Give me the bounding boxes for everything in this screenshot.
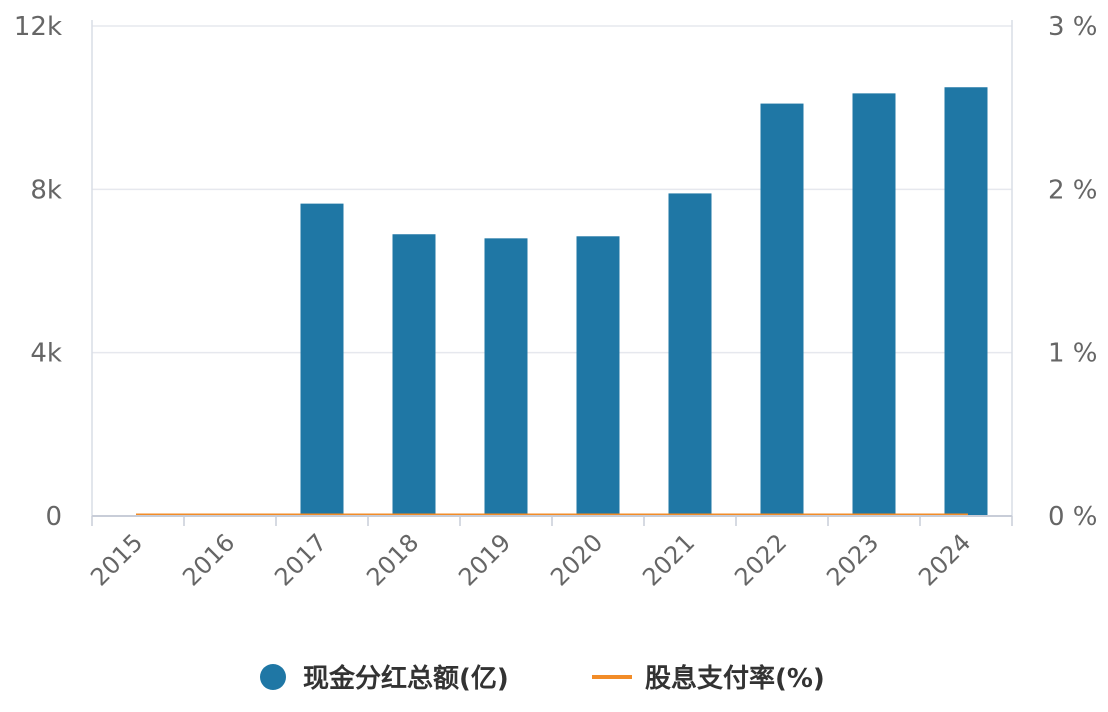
legend-item-line-series[interactable]: 股息支付率(%) — [592, 663, 825, 694]
x-tick-label: 2020 — [545, 528, 608, 591]
bar-2019 — [484, 238, 528, 517]
y-left-tick-label: 4k — [30, 339, 62, 369]
x-tick-label: 2016 — [177, 528, 240, 591]
y-right-tick-label: 3 % — [1048, 12, 1098, 42]
x-tick-label: 2024 — [913, 528, 976, 591]
y-left-tick-label: 0 — [45, 502, 62, 532]
bar-layer — [300, 87, 988, 517]
x-tick-label: 2023 — [821, 528, 884, 591]
y-right-tick-label: 0 % — [1048, 502, 1098, 532]
x-tick-label: 2021 — [637, 528, 700, 591]
x-tick-label: 2018 — [361, 528, 424, 591]
legend-layer: 现金分红总额(亿) 股息支付率(%) — [260, 663, 825, 694]
x-tick-label: 2019 — [453, 528, 516, 591]
legend-bar-label: 现金分红总额(亿) — [303, 663, 509, 694]
bar-2018 — [392, 234, 436, 516]
bar-2020 — [576, 236, 620, 516]
y-left-tick-label: 8k — [30, 175, 62, 205]
y-left-tick-label: 12k — [14, 12, 62, 42]
bar-2023 — [852, 93, 896, 516]
legend-item-bar-series[interactable]: 现金分红总额(亿) — [260, 663, 509, 694]
y-right-tick-label: 2 % — [1048, 175, 1098, 205]
bar-2021 — [668, 193, 712, 516]
legend-bar-marker — [260, 664, 286, 690]
x-tick-label: 2015 — [85, 528, 148, 591]
bar-2024 — [944, 87, 988, 516]
legend-line-label: 股息支付率(%) — [645, 663, 825, 694]
bar-2017 — [300, 203, 344, 516]
x-tick-label: 2017 — [269, 528, 332, 591]
bar-2022 — [760, 103, 804, 516]
x-tick-label: 2022 — [729, 528, 792, 591]
y-right-tick-label: 1 % — [1048, 339, 1098, 369]
axis-layer: 0 4k 8k 12k 0 % 1 % 2 % 3 % 2015 2016 2017 2018 2019… — [14, 12, 1098, 591]
